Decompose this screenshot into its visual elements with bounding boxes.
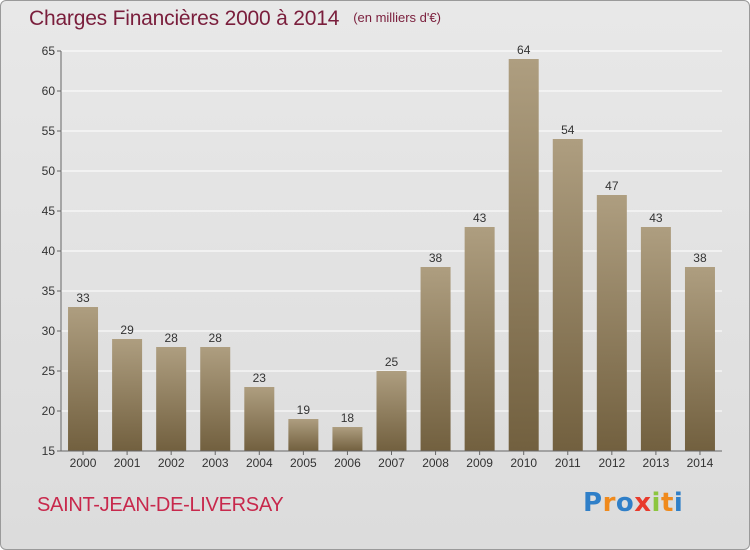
bar-value-label: 64	[517, 43, 531, 57]
y-tick-label: 30	[42, 324, 56, 338]
bar-value-label: 54	[561, 123, 575, 137]
bar	[112, 339, 143, 451]
x-tick-label: 2001	[114, 456, 141, 470]
x-axis-ticks: 2000 2001 2002 2003 2004 2005 2006 2007 2008 2009…	[70, 451, 714, 470]
chart-title-text: Charges Financières 2000 à 2014	[29, 7, 340, 30]
y-tick-label: 15	[42, 444, 56, 458]
bars: 33 29 28 28 23 19 18 25 38 43 64 54 47 43 38	[68, 43, 715, 451]
x-tick-label: 2011	[555, 456, 581, 470]
x-tick-label: 2014	[687, 456, 714, 470]
logo-letter: o	[615, 488, 635, 518]
logo-letter: i	[673, 488, 684, 518]
bar-value-label: 28	[164, 331, 178, 345]
y-tick-label: 65	[42, 44, 56, 58]
bar-value-label: 38	[429, 251, 443, 265]
proxiti-logo[interactable]: Proxiti	[583, 488, 683, 518]
y-tick-label: 20	[42, 404, 56, 418]
y-tick-label: 35	[42, 284, 56, 298]
logo-letter: x	[634, 488, 652, 518]
bar	[332, 427, 363, 451]
y-tick-label: 45	[42, 204, 56, 218]
chart-subtitle: (en milliers d'€)	[353, 10, 441, 25]
x-tick-label: 2000	[70, 456, 97, 470]
logo-letter: i	[651, 488, 661, 518]
bar-value-label: 43	[473, 211, 487, 225]
bar	[596, 195, 627, 451]
logo-letter: r	[602, 488, 616, 518]
bar-value-label: 18	[341, 411, 355, 425]
x-tick-label: 2006	[334, 456, 361, 470]
logo-letter: t	[660, 488, 674, 518]
x-tick-label: 2008	[422, 456, 449, 470]
bar	[68, 307, 99, 451]
bar	[640, 227, 671, 451]
bar	[684, 267, 715, 451]
bar	[288, 419, 319, 451]
bar	[508, 59, 539, 451]
bar	[200, 347, 231, 451]
x-tick-label: 2005	[290, 456, 317, 470]
logo-letter: P	[583, 488, 603, 518]
x-tick-label: 2003	[202, 456, 229, 470]
x-tick-label: 2002	[158, 456, 185, 470]
x-tick-label: 2013	[643, 456, 670, 470]
x-tick-label: 2012	[598, 456, 625, 470]
bar-value-label: 33	[76, 291, 90, 305]
bar-value-label: 25	[385, 355, 399, 369]
y-tick-label: 25	[42, 364, 56, 378]
bar-value-label: 47	[605, 179, 619, 193]
bar-value-label: 19	[297, 403, 311, 417]
y-tick-label: 40	[42, 244, 56, 258]
x-tick-label: 2004	[246, 456, 273, 470]
bar	[376, 371, 407, 451]
y-tick-label: 50	[42, 164, 56, 178]
commune-name: SAINT-JEAN-DE-LIVERSAY	[37, 494, 284, 516]
y-tick-label: 60	[42, 84, 56, 98]
x-tick-label: 2010	[510, 456, 537, 470]
axes	[60, 51, 722, 452]
bar	[156, 347, 187, 451]
bar	[464, 227, 495, 451]
x-tick-label: 2009	[466, 456, 493, 470]
y-axis-ticks: 15 20 25 30 35 40 45 50 55 60 65	[42, 44, 61, 458]
bar-value-label: 29	[120, 323, 134, 337]
bar	[552, 139, 583, 451]
y-tick-label: 55	[42, 124, 56, 138]
bar-value-label: 28	[209, 331, 223, 345]
x-tick-label: 2007	[378, 456, 405, 470]
bar-value-label: 23	[253, 371, 267, 385]
bar	[420, 267, 451, 451]
bar	[244, 387, 275, 451]
bar-value-label: 38	[693, 251, 707, 265]
bar-value-label: 43	[649, 211, 663, 225]
chart-title: Charges Financières 2000 à 2014 (en milli…	[29, 7, 441, 31]
